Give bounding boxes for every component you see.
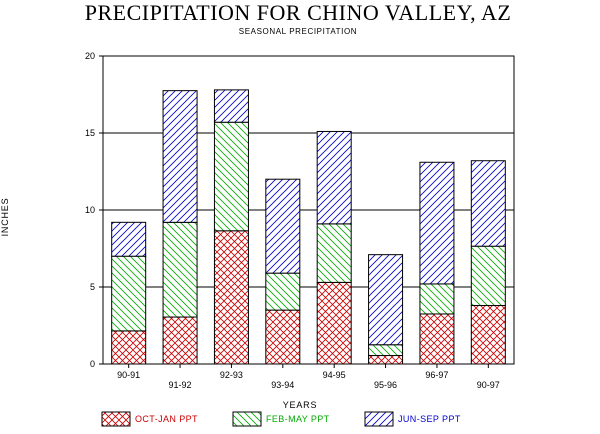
bar-95-96-series-1 [368, 344, 404, 357]
legend-swatch-2 [364, 411, 394, 427]
bar-96-97-series-2 [419, 161, 455, 285]
bar-90-91-series-1 [111, 255, 147, 332]
y-tick-label-2: 10 [85, 205, 95, 215]
bar-92-93-series-2 [213, 89, 249, 123]
bar-92-93-series-0 [213, 230, 249, 365]
bar-90-97-series-0 [470, 304, 506, 365]
legend-swatch-0 [101, 411, 131, 427]
bar-93-94-series-0 [265, 309, 301, 365]
chart-title: PRECIPITATION FOR CHINO VALLEY, AZ [85, 0, 512, 25]
y-axis-ticks: 0 5 10 15 20 [85, 51, 103, 369]
bar-90-91-series-2 [111, 221, 147, 257]
x-tick-label-0: 90-91 [117, 370, 140, 380]
y-tick-label-4: 20 [85, 51, 95, 61]
bar-90-97-series-2 [470, 160, 506, 247]
bar-96-97-series-1 [419, 283, 455, 315]
bar-93-94-series-1 [265, 272, 301, 311]
x-tick-label-2: 92-93 [220, 370, 243, 380]
bar-90-91-series-0 [111, 330, 147, 365]
y-tick-label-0: 0 [90, 359, 95, 369]
bar-91-92-series-1 [162, 221, 198, 318]
y-tick-label-1: 5 [90, 282, 95, 292]
bar-stacks [111, 89, 506, 365]
bar-93-94-series-2 [265, 178, 301, 274]
legend: OCT-JAN PPT FEB-MAY PPT JUN-SEP PPT [101, 411, 461, 427]
x-axis-label: YEARS [283, 400, 318, 410]
x-tick-label-7: 90-97 [477, 380, 500, 390]
bar-92-93-series-1 [213, 121, 249, 232]
legend-swatch-1 [232, 411, 262, 427]
legend-label-0: OCT-JAN PPT [135, 414, 198, 424]
bar-94-95-series-1 [316, 223, 352, 283]
y-tick-label-3: 15 [85, 128, 95, 138]
bar-91-92-series-2 [162, 90, 198, 223]
x-tick-label-3: 93-94 [271, 380, 294, 390]
bar-90-97-series-1 [470, 245, 506, 306]
y-axis-label: INCHES [0, 198, 10, 237]
x-tick-label-4: 94-95 [323, 370, 346, 380]
legend-label-1: FEB-MAY PPT [266, 414, 330, 424]
bar-94-95-series-0 [316, 281, 352, 365]
chart-subtitle: SEASONAL PRECIPITATION [239, 27, 357, 36]
x-axis-ticks: 90-91 91-92 92-93 93-94 94-95 95-96 96-97 90-97 [117, 364, 500, 390]
legend-label-2: JUN-SEP PPT [398, 414, 461, 424]
x-tick-label-1: 91-92 [169, 380, 192, 390]
bar-96-97-series-0 [419, 313, 455, 365]
bar-94-95-series-2 [316, 130, 352, 225]
bar-91-92-series-0 [162, 316, 198, 365]
x-tick-label-5: 95-96 [374, 380, 397, 390]
x-tick-label-6: 96-97 [425, 370, 448, 380]
bar-95-96-series-2 [368, 254, 404, 346]
bar-95-96-series-0 [368, 355, 404, 365]
